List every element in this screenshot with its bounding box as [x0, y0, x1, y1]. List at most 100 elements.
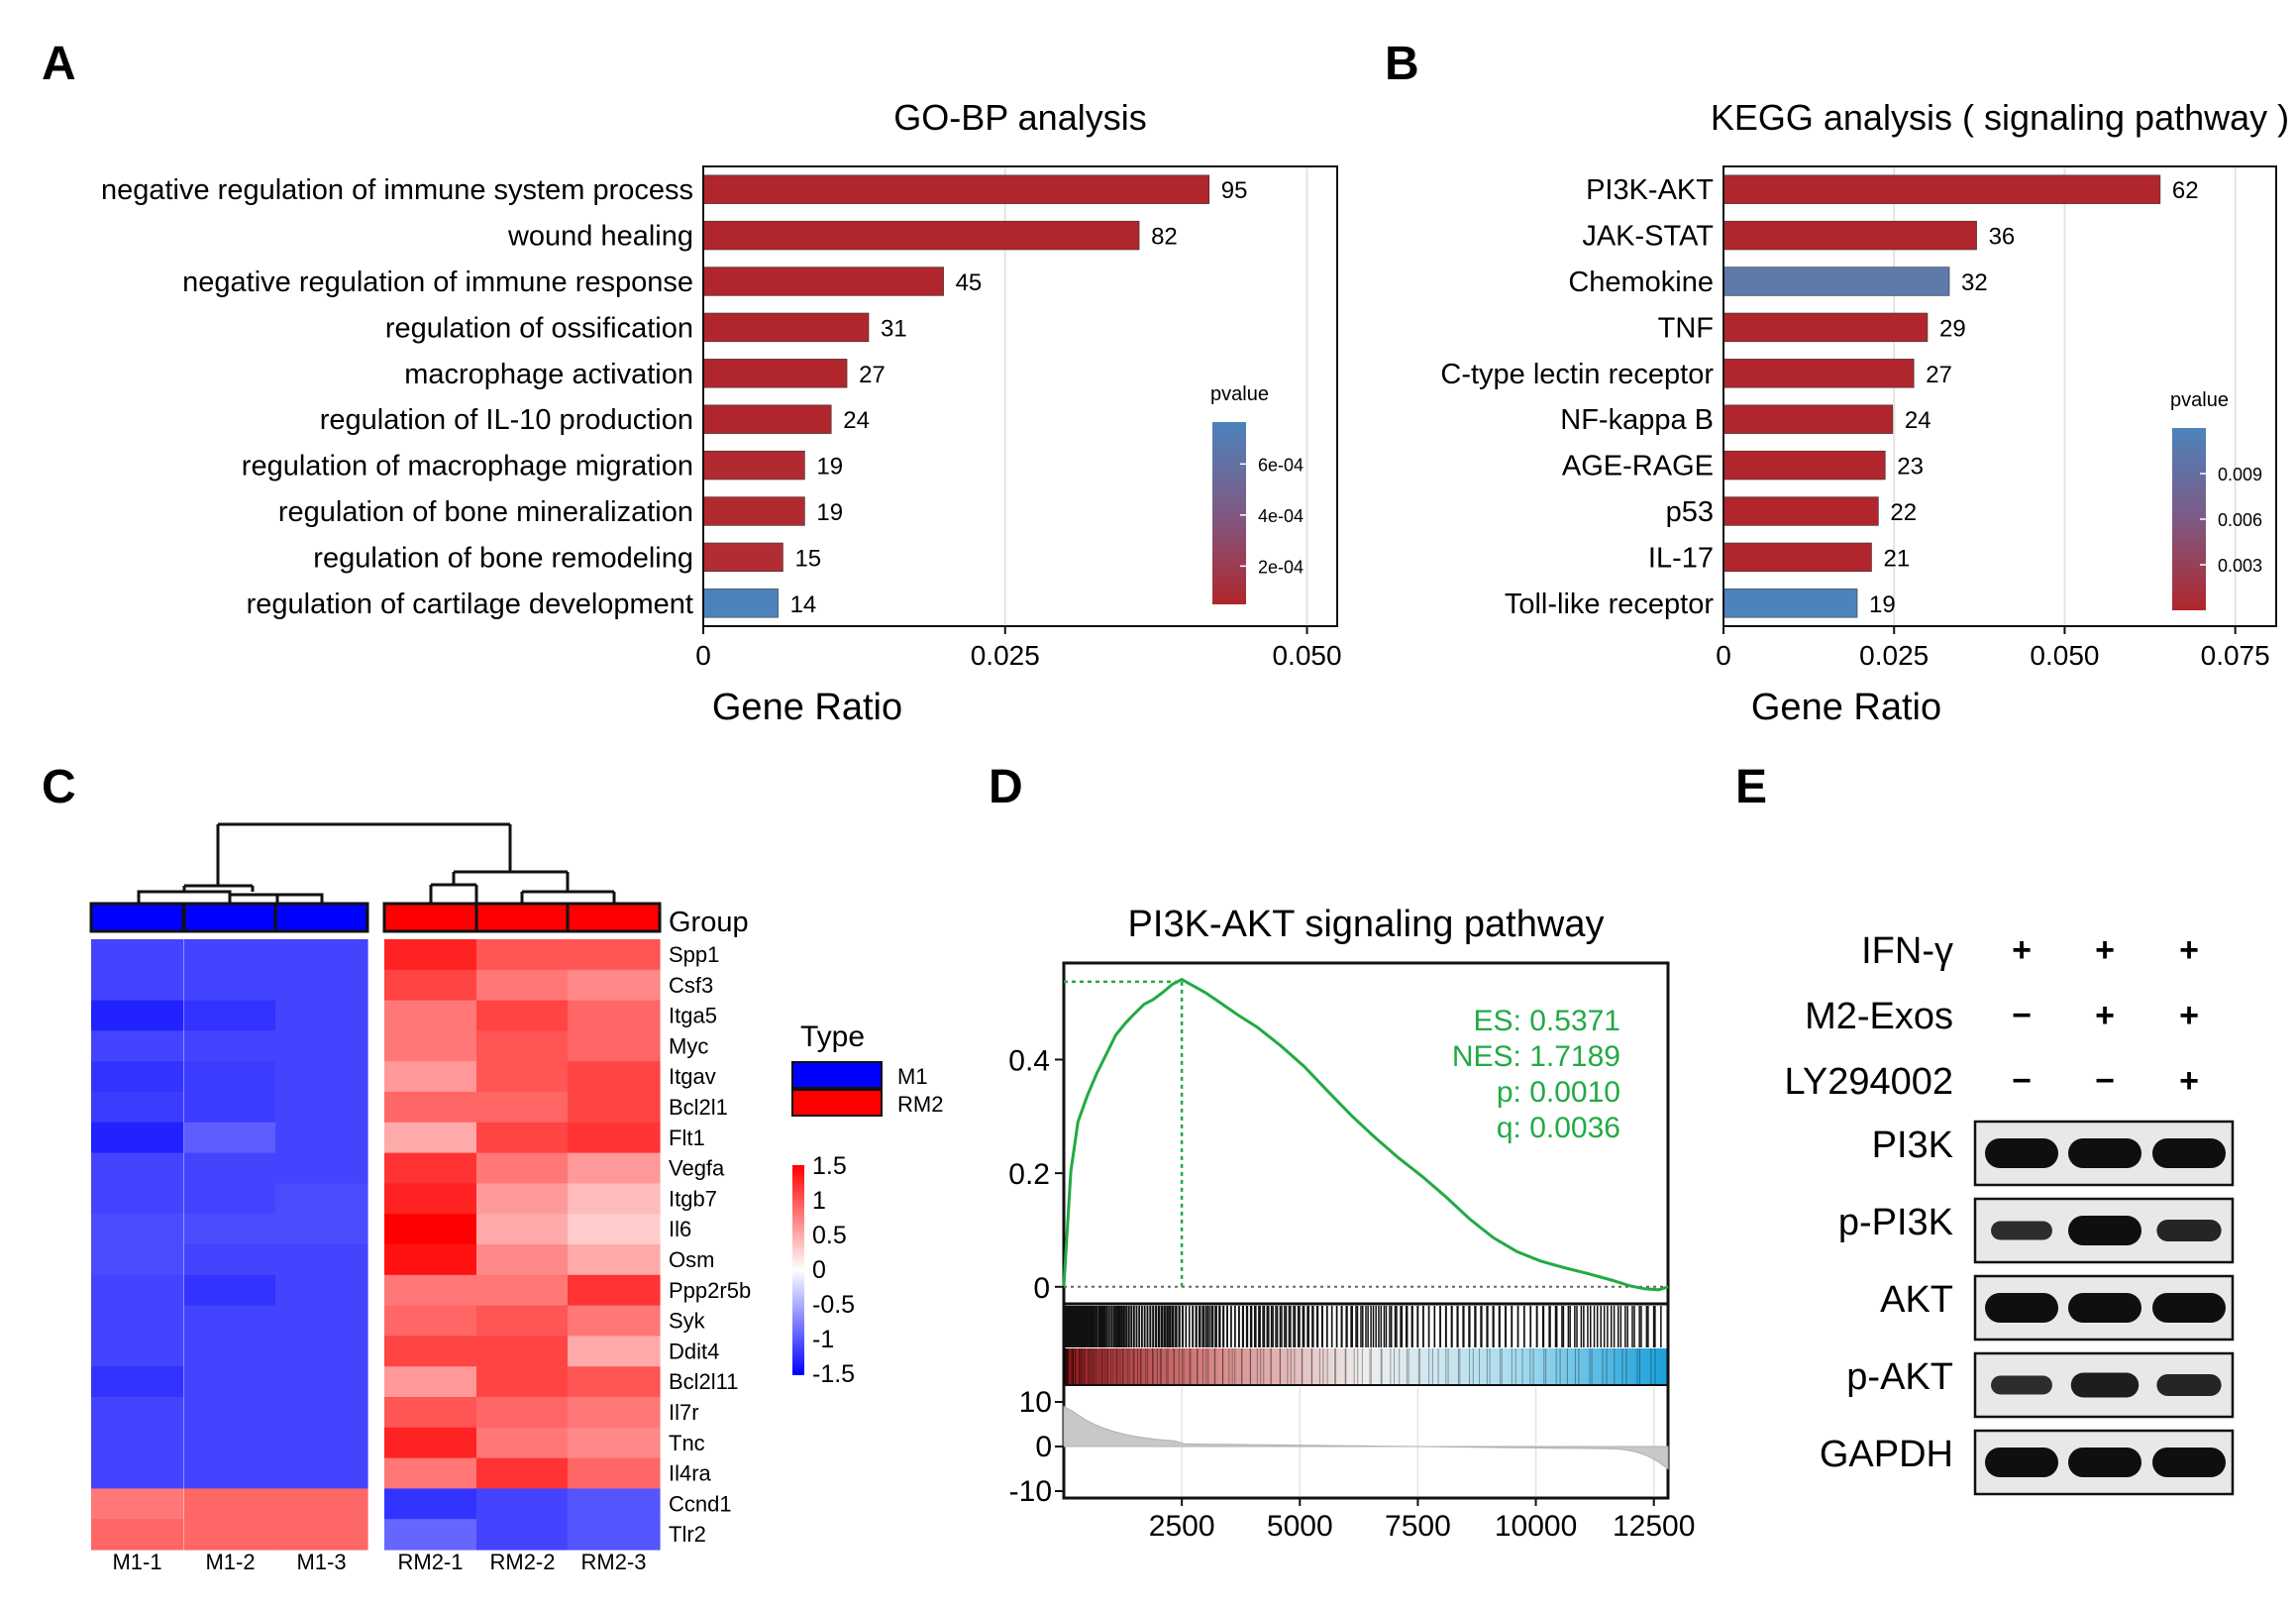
heatmap-cell [384, 939, 477, 971]
blot-band [2070, 1372, 2139, 1398]
gsea-frame [1062, 961, 1670, 1500]
category-label: regulation of bone mineralization [278, 496, 693, 528]
row-label: Il6 [669, 1217, 691, 1241]
category-label: wound healing [507, 221, 693, 253]
ranked-metric-area [1063, 1405, 1669, 1470]
heatmap-cell [184, 1152, 277, 1184]
blot-band [2156, 1220, 2222, 1241]
row-label: Tnc [669, 1431, 705, 1455]
heatmap-cell [568, 1457, 661, 1489]
heatmap-cell [91, 1092, 184, 1124]
treatment-mark: + [2012, 931, 2032, 969]
chart-title: GO-BP analysis [893, 97, 1146, 138]
heatmap-cell [184, 1366, 277, 1398]
heatmap-cell [476, 1030, 570, 1062]
heatmap-cell [184, 1519, 277, 1551]
heatmap-cell [384, 1244, 477, 1276]
bar [1722, 450, 1886, 481]
heatmap-cell [384, 1519, 477, 1551]
bar [1722, 496, 1879, 526]
western-blot-panel: IFN-γ + + + M2-Exos − + + LY294002 − − + PI3K p-PI3K A… [1785, 930, 2235, 1496]
bar [702, 496, 805, 526]
gsea-title: PI3K-AKT signaling pathway [1128, 904, 1605, 945]
blot-band [2068, 1448, 2141, 1477]
category-label: regulation of IL-10 production [320, 404, 693, 436]
heatmap-cell [568, 1122, 661, 1154]
protein-label: AKT [1880, 1279, 1953, 1321]
count-label: 19 [1869, 591, 1896, 618]
x-tick-label: 0.050 [2030, 640, 2099, 671]
row-label: Ddit4 [669, 1339, 719, 1363]
x-tick-label: 0.025 [971, 640, 1040, 671]
row-label: Itgav [669, 1064, 716, 1089]
heatmap-cell [91, 1366, 184, 1398]
treatment-label: LY294002 [1785, 1061, 1953, 1103]
heatmap-cell [184, 1061, 277, 1093]
kegg-bar-chart: PI3K-AKT 62 JAK-STAT 36 Chemokine 32 TNF 29 C-ty… [1440, 97, 2289, 728]
column-label: RM2-2 [489, 1550, 555, 1574]
type-legend-title: Type [800, 1020, 865, 1053]
count-label: 29 [1939, 315, 1966, 342]
x-tick-label: 0.075 [2201, 640, 2270, 671]
heatmap-cell [384, 1305, 477, 1337]
heatmap-cell [384, 1122, 477, 1154]
heatmap-cell [384, 1061, 477, 1093]
column-label: M1-2 [205, 1550, 255, 1574]
heatmap-cell [476, 1488, 570, 1520]
heatmap-cell [184, 1397, 277, 1429]
heatmap-cell [91, 1305, 184, 1337]
category-label: regulation of bone remodeling [313, 542, 693, 574]
heatmap-cell [568, 1274, 661, 1307]
count-label: 22 [1890, 499, 1917, 526]
heatmap-cell [568, 1336, 661, 1367]
category-label: IL-17 [1648, 542, 1714, 574]
heatmap-cell [184, 1457, 277, 1489]
treatment-mark: − [2012, 1062, 2032, 1100]
column-label: M1-1 [112, 1550, 161, 1574]
blot-band [2152, 1448, 2226, 1477]
protein-label: p-PI3K [1838, 1202, 1953, 1243]
panel-label-b: B [1385, 38, 1419, 90]
row-label: Ccnd1 [669, 1491, 732, 1516]
heatmap-cell [384, 1274, 477, 1307]
x-tick-label: 0.025 [1859, 640, 1929, 671]
x-tick-label: 2500 [1149, 1510, 1215, 1543]
y-tick-label: 0.4 [1008, 1044, 1050, 1077]
heatmap-cell [184, 1488, 277, 1520]
bar [1722, 267, 1950, 296]
heatmap-cell [184, 1244, 277, 1276]
heatmap-cell [91, 1000, 184, 1031]
group-label: Group [669, 907, 749, 938]
heatmap-cell [568, 1427, 661, 1459]
panel-label-c: C [42, 761, 76, 813]
treatment-mark: + [2179, 931, 2199, 969]
type-legend-label: RM2 [897, 1092, 943, 1117]
heatmap-cell [91, 939, 184, 971]
category-label: negative regulation of immune response [182, 267, 693, 298]
heatmap-cell [476, 1092, 570, 1124]
panel-label-d: D [989, 761, 1023, 813]
legend-label: 2e-04 [1258, 557, 1304, 577]
heatmap-cell [91, 1336, 184, 1367]
x-tick-label: 7500 [1385, 1510, 1451, 1543]
treatment-label: M2-Exos [1805, 996, 1953, 1037]
protein-label: GAPDH [1820, 1434, 1953, 1475]
heatmap-cell [384, 1092, 477, 1124]
blot-band [1985, 1138, 2058, 1168]
group-cell [474, 902, 571, 933]
bar [702, 542, 783, 573]
heatmap-panel: Spp1 Csf3 Itga5 Myc Itgav Bcl2l1 Flt1 Vegfa Itgb… [89, 822, 943, 1574]
bar [702, 312, 870, 343]
enrichment-score-line [1062, 977, 1669, 1292]
ranked-y-tick-label: 10 [1019, 1386, 1052, 1419]
hit-barcode [1064, 1306, 1662, 1347]
y-tick-label: 0.2 [1008, 1158, 1050, 1191]
heatmap-cell [91, 1457, 184, 1489]
category-label: TNF [1658, 312, 1714, 344]
gsea-stat: NES: 1.7189 [1452, 1040, 1620, 1073]
heatmap-cell [184, 1305, 277, 1337]
legend-title: pvalue [1210, 383, 1269, 405]
count-label: 45 [956, 269, 983, 296]
heatmap-cell [184, 1427, 277, 1459]
heatmap-cell [384, 1183, 477, 1215]
